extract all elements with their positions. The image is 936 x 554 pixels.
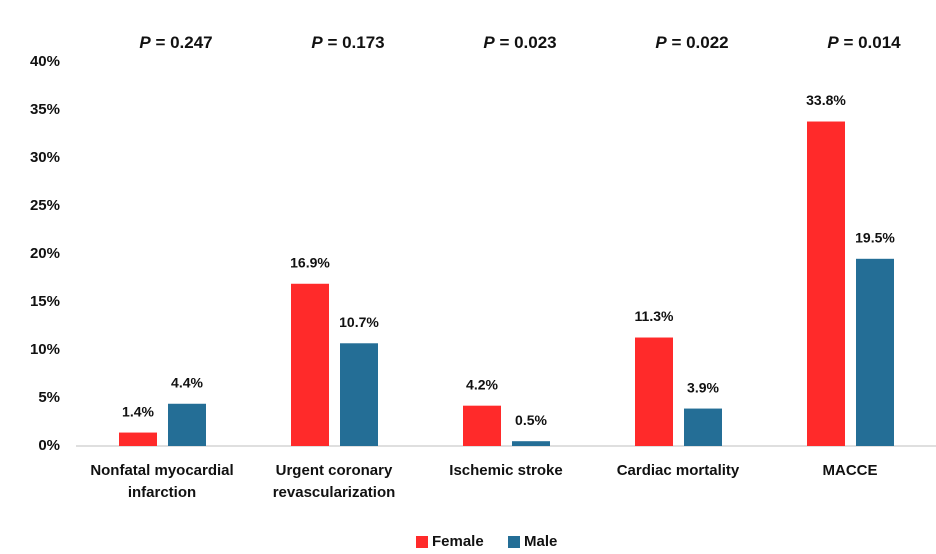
p-symbol: P xyxy=(655,33,667,52)
p-symbol: P xyxy=(827,33,839,52)
p-symbol: P xyxy=(139,33,151,52)
value-label: 11.3% xyxy=(635,308,674,324)
y-tick-label: 15% xyxy=(30,293,60,310)
legend-swatch xyxy=(508,536,520,548)
legend-label: Male xyxy=(524,533,557,550)
value-label: 3.9% xyxy=(687,379,719,395)
bar xyxy=(340,343,378,446)
p-symbol: P xyxy=(483,33,495,52)
x-tick-label: Cardiac mortality xyxy=(616,462,740,479)
legend-swatch xyxy=(416,536,428,548)
y-tick-label: 10% xyxy=(30,341,60,358)
bar xyxy=(119,432,157,446)
bar xyxy=(512,441,550,446)
bar xyxy=(807,121,845,447)
p-annotation: P = 0.022 xyxy=(655,33,728,52)
x-tick-label: Ischemic stroke xyxy=(449,462,563,479)
bar xyxy=(684,408,722,446)
bar xyxy=(291,283,329,446)
value-label: 10.7% xyxy=(339,314,379,330)
bar xyxy=(168,403,206,446)
x-tick-label: Urgent coronary revascularization xyxy=(272,462,396,501)
p-annotation: P = 0.023 xyxy=(483,33,556,52)
y-tick-label: 30% xyxy=(30,149,60,166)
y-tick-label: 25% xyxy=(30,197,60,214)
p-value: = 0.023 xyxy=(499,33,556,52)
x-tick-label: MACCE xyxy=(822,462,878,479)
bar xyxy=(463,405,501,446)
p-value: = 0.022 xyxy=(671,33,728,52)
p-annotation: P = 0.247 xyxy=(139,33,212,52)
value-label: 0.5% xyxy=(515,412,547,428)
bar xyxy=(635,337,673,446)
value-label: 4.2% xyxy=(466,376,498,392)
value-label: 4.4% xyxy=(171,374,203,390)
p-annotation: P = 0.173 xyxy=(311,33,384,52)
value-label: 1.4% xyxy=(122,403,154,419)
x-tick-label: Nonfatal myocardial infarction xyxy=(90,462,234,501)
y-tick-label: 20% xyxy=(30,245,60,262)
y-tick-label: 35% xyxy=(30,101,60,118)
y-tick-label: 5% xyxy=(38,389,60,406)
p-value: = 0.173 xyxy=(327,33,384,52)
value-label: 19.5% xyxy=(855,230,895,246)
bar xyxy=(856,258,894,446)
y-tick-label: 40% xyxy=(30,53,60,70)
p-annotation: P = 0.014 xyxy=(827,33,901,52)
y-tick-label: 0% xyxy=(38,437,60,454)
p-value: = 0.014 xyxy=(843,33,901,52)
value-label: 33.8% xyxy=(806,92,846,108)
p-symbol: P xyxy=(311,33,323,52)
legend-label: Female xyxy=(432,533,484,550)
value-label: 16.9% xyxy=(290,254,330,270)
p-value: = 0.247 xyxy=(155,33,212,52)
